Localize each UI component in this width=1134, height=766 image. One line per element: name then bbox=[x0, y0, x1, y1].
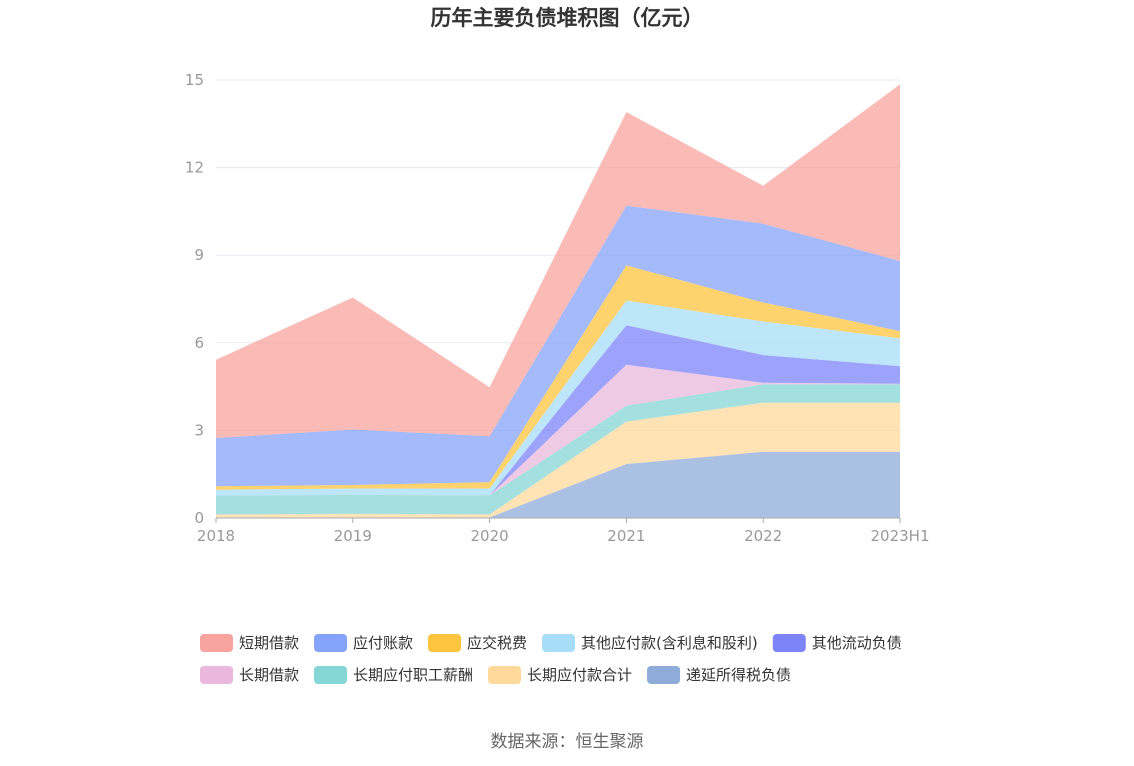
x-tick-label: 2020 bbox=[471, 527, 509, 545]
legend-label: 长期借款 bbox=[239, 666, 299, 684]
area-series-7[interactable] bbox=[216, 205, 900, 487]
legend-swatch bbox=[314, 634, 348, 652]
legend-item[interactable]: 其他流动负债 bbox=[772, 634, 902, 652]
legend-label: 递延所得税负债 bbox=[686, 666, 791, 684]
area-series-5[interactable] bbox=[216, 300, 900, 496]
y-tick-label: 15 bbox=[185, 71, 204, 89]
legend-swatch bbox=[488, 666, 522, 684]
area-series-2[interactable] bbox=[216, 384, 900, 515]
area-series-1[interactable] bbox=[216, 402, 900, 518]
legend-label: 短期借款 bbox=[239, 634, 299, 652]
legend-item[interactable]: 长期借款 bbox=[200, 666, 299, 684]
legend-swatch bbox=[314, 666, 348, 684]
legend-swatch bbox=[772, 634, 806, 652]
legend-item[interactable]: 长期应付职工薪酬 bbox=[314, 666, 473, 684]
legend-item[interactable]: 应交税费 bbox=[428, 634, 527, 652]
x-tick-label: 2023H1 bbox=[871, 527, 930, 545]
axis-layer: 0 3 6 9 12 15 2018 2019 2020 2021 2022 2023H1 bbox=[185, 71, 930, 545]
y-tick-label: 12 bbox=[185, 159, 204, 177]
y-tick-label: 0 bbox=[194, 509, 204, 527]
chart-title: 历年主要负债堆积图（亿元） bbox=[431, 6, 704, 30]
area-series-6[interactable] bbox=[216, 265, 900, 490]
legend-label: 其他应付款(含利息和股利) bbox=[581, 634, 758, 652]
legend-swatch bbox=[647, 666, 681, 684]
area-series-0[interactable] bbox=[216, 451, 900, 518]
legend-label: 应交税费 bbox=[467, 634, 527, 652]
legend-item[interactable]: 递延所得税负债 bbox=[647, 666, 791, 684]
legend-label: 其他流动负债 bbox=[812, 634, 902, 652]
legend-label: 应付账款 bbox=[353, 634, 413, 652]
legend-label: 长期应付职工薪酬 bbox=[353, 666, 473, 684]
legend-swatch bbox=[200, 634, 233, 652]
x-tick-label: 2019 bbox=[334, 527, 372, 545]
x-tick-label: 2022 bbox=[744, 527, 782, 545]
y-tick-label: 9 bbox=[194, 246, 204, 264]
x-tick-label: 2021 bbox=[607, 527, 645, 545]
legend-item[interactable]: 长期应付款合计 bbox=[488, 666, 632, 684]
legend-item[interactable]: 其他应付款(含利息和股利) bbox=[542, 634, 758, 652]
legend-swatch bbox=[428, 634, 462, 652]
legend-item[interactable]: 应付账款 bbox=[314, 634, 413, 652]
legend-label: 长期应付款合计 bbox=[527, 666, 632, 684]
area-series-4[interactable] bbox=[216, 325, 900, 496]
data-source-note: 数据来源：恒生聚源 bbox=[491, 732, 644, 752]
area-layer bbox=[216, 84, 900, 518]
area-series-8[interactable] bbox=[216, 84, 900, 439]
legend-item[interactable]: 短期借款 bbox=[200, 634, 299, 652]
y-tick-label: 3 bbox=[194, 421, 204, 439]
legend-swatch bbox=[200, 666, 233, 684]
y-tick-label: 6 bbox=[194, 334, 204, 352]
x-tick-label: 2018 bbox=[197, 527, 235, 545]
legend-swatch bbox=[542, 634, 576, 652]
